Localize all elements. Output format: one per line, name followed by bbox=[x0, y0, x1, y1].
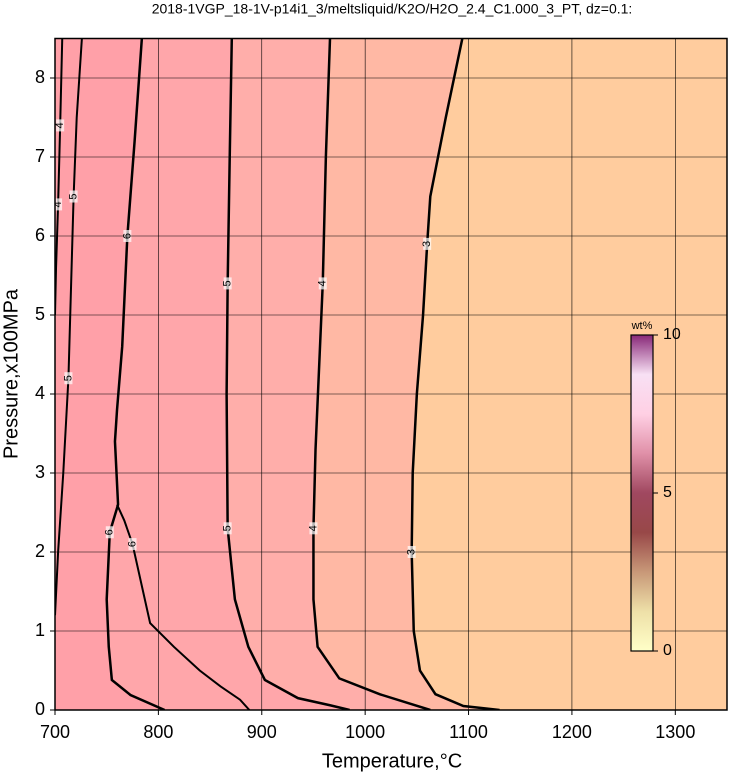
colorbar-label: wt% bbox=[631, 320, 653, 332]
contour-label-bg bbox=[64, 372, 73, 385]
contour-label: 4 bbox=[52, 201, 64, 207]
x-tick-label: 1100 bbox=[449, 722, 488, 742]
y-tick-label: 3 bbox=[35, 462, 45, 482]
contour-label: 4 bbox=[317, 280, 329, 286]
y-axis-label: Pressure,x100MPa bbox=[0, 288, 22, 459]
y-tick-label: 7 bbox=[35, 146, 45, 166]
contour-label-bg bbox=[128, 538, 137, 551]
y-tick-label: 6 bbox=[35, 225, 45, 245]
contour-label: 4 bbox=[54, 122, 66, 128]
y-tick-label: 0 bbox=[35, 699, 45, 719]
y-tick-label: 5 bbox=[35, 304, 45, 324]
contour-line bbox=[116, 504, 251, 710]
contour-label: 6 bbox=[104, 529, 116, 535]
contour-label: 5 bbox=[68, 193, 80, 199]
x-tick-label: 900 bbox=[247, 722, 277, 742]
contour-label-bg bbox=[223, 522, 232, 535]
contour-label-bg bbox=[69, 190, 78, 203]
x-tick-label: 700 bbox=[40, 722, 70, 742]
y-tick-label: 8 bbox=[35, 67, 45, 87]
contour-label: 3 bbox=[421, 241, 433, 247]
x-tick-label: 1000 bbox=[345, 722, 385, 742]
contour-line bbox=[225, 38, 350, 710]
x-tick-label: 1300 bbox=[655, 722, 695, 742]
y-tick-label: 4 bbox=[35, 383, 45, 403]
contour-label-bg bbox=[318, 277, 327, 290]
colorbar-tick-label: 10 bbox=[663, 326, 681, 343]
contour-label: 6 bbox=[126, 541, 138, 547]
x-axis-label: Temperature,°C bbox=[322, 750, 462, 772]
y-tick-label: 1 bbox=[35, 620, 45, 640]
contour-label-bg bbox=[55, 198, 63, 211]
colorbar-tick-label: 0 bbox=[663, 642, 672, 659]
contour-label-bg bbox=[223, 277, 232, 290]
chart-title: 2018-1VGP_18-1V-p14i1_3/meltsliquid/K2O/… bbox=[152, 1, 633, 17]
contour-label: 5 bbox=[222, 280, 234, 286]
x-tick-label: 1200 bbox=[552, 722, 592, 742]
contour-label-bg bbox=[309, 522, 318, 535]
colorbar bbox=[630, 334, 654, 652]
contour-label: 4 bbox=[307, 525, 319, 531]
contour-label-bg bbox=[423, 237, 432, 250]
x-tick-label: 800 bbox=[143, 722, 173, 742]
plot-frame bbox=[54, 37, 728, 711]
contour-fill bbox=[55, 38, 165, 710]
y-tick-label: 2 bbox=[35, 541, 45, 561]
colorbar-tick-label: 5 bbox=[663, 484, 672, 501]
contour-label-bg bbox=[105, 526, 114, 539]
contour-label-bg bbox=[56, 119, 65, 132]
contour-label: 5 bbox=[222, 525, 234, 531]
contour-label: 5 bbox=[62, 375, 74, 381]
